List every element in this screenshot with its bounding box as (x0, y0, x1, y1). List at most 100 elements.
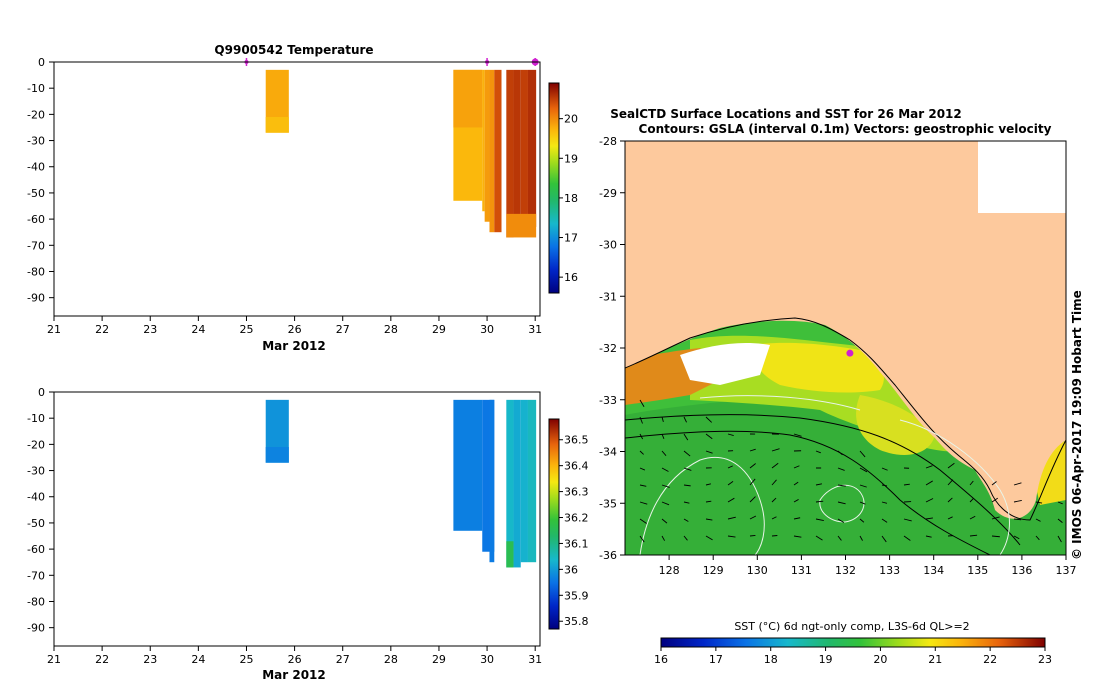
velocity-vector (925, 465, 933, 469)
salinity-y-axis: 0 -10 -20 -30 -40 -50 -60 -70 -80 -90 (27, 386, 54, 635)
velocity-vector (749, 534, 756, 537)
velocity-vector (661, 433, 665, 439)
velocity-vector (837, 484, 846, 487)
colorbar-tick-label: 16 (564, 271, 578, 284)
velocity-vector (947, 497, 953, 503)
velocity-vector (793, 517, 801, 520)
profile-cell (520, 69, 528, 233)
velocity-vector (815, 450, 821, 454)
salinity-colorbar-ticks: 35.8 35.9 36 36.1 36.2 36.3 36.4 36.5 (559, 434, 589, 628)
cloud-mask (680, 343, 770, 385)
lon-tick-label: 137 (1056, 564, 1077, 577)
velocity-vector (969, 480, 974, 486)
x-tick-label: 27 (336, 653, 350, 666)
temperature-plot-frame (53, 61, 541, 317)
velocity-vector (639, 467, 646, 471)
salinity-cells (265, 399, 537, 568)
gsla-contour (625, 430, 991, 555)
velocity-vector (749, 515, 757, 520)
velocity-vector (991, 535, 1000, 538)
land-no-data-region (978, 141, 1066, 213)
velocity-vector (771, 497, 777, 503)
velocity-vector (837, 535, 842, 541)
y-tick-label: -20 (27, 438, 45, 451)
velocity-vector (1013, 482, 1022, 486)
velocity-vector (1057, 501, 1063, 505)
x-tick-label: 22 (95, 323, 109, 336)
sst-colorbar-tick-label: 18 (764, 653, 778, 666)
velocity-vector (727, 465, 733, 469)
velocity-vector (837, 518, 845, 523)
x-tick-label: 24 (191, 323, 205, 336)
velocity-vector (991, 516, 1000, 520)
x-tick-label: 30 (480, 323, 494, 336)
y-tick-label: -90 (27, 292, 45, 305)
velocity-vector (815, 535, 823, 541)
x-tick-label: 27 (336, 323, 350, 336)
profile-cell (494, 69, 502, 233)
velocity-vector (815, 483, 823, 486)
y-tick-label: -10 (27, 82, 45, 95)
velocity-vector (727, 433, 734, 436)
colorbar-tick-label: 19 (564, 152, 578, 165)
velocity-vector (639, 484, 647, 487)
map-latitude-axis: -28 -29 -30 -31 -32 -33 -34 -35 -36 (599, 135, 625, 562)
velocity-vector (793, 535, 802, 538)
y-tick-label: -90 (27, 622, 45, 635)
colorbar-tick-label: 36.2 (564, 512, 589, 525)
velocity-vector (683, 518, 689, 522)
colorbar-tick-label: 36.4 (564, 460, 589, 473)
y-tick-label: -50 (27, 517, 45, 530)
x-tick-label: 23 (143, 323, 157, 336)
velocity-vector (661, 484, 670, 488)
gsla-contour (625, 414, 1021, 546)
x-tick-label: 25 (239, 653, 253, 666)
x-tick-label: 31 (528, 653, 542, 666)
velocity-vector (881, 518, 888, 523)
lon-tick-label: 135 (967, 564, 988, 577)
x-tick-label: 28 (384, 323, 398, 336)
temperature-xlabel: Mar 2012 (262, 339, 326, 353)
velocity-vector (859, 450, 866, 458)
x-tick-label: 30 (480, 653, 494, 666)
x-tick-label: 28 (384, 653, 398, 666)
map-subtitle: Contours: GSLA (interval 0.1m) Vectors: … (639, 122, 1052, 136)
velocity-vector (683, 450, 691, 457)
temperature-colorbar-ticks: 16 17 18 19 20 (559, 113, 578, 284)
colorbar-tick-label: 36.1 (564, 537, 589, 550)
temperature-title: Q9900542 Temperature (214, 43, 373, 57)
y-tick-label: -10 (27, 412, 45, 425)
lon-tick-label: 132 (835, 564, 856, 577)
sst-colorbar-tick-label: 17 (709, 653, 723, 666)
velocity-vector (837, 501, 846, 505)
velocity-vector (793, 481, 799, 486)
profile-cell (527, 69, 537, 227)
velocity-vector (793, 499, 799, 503)
x-tick-label: 26 (288, 653, 302, 666)
lat-tick-label: -34 (599, 446, 617, 459)
temperature-panel: Q9900542 Temperature 21 22 23 24 25 26 27 28 29 3… (27, 43, 578, 353)
velocity-vector (859, 518, 865, 523)
profile-cell (513, 399, 521, 568)
velocity-vector (639, 399, 645, 407)
velocity-vector (1057, 518, 1063, 523)
velocity-vector (749, 478, 756, 486)
velocity-vector (1035, 501, 1043, 504)
lon-tick-label: 130 (747, 564, 768, 577)
lon-tick-label: 133 (879, 564, 900, 577)
y-tick-label: -60 (27, 213, 45, 226)
y-tick-label: 0 (38, 56, 45, 69)
velocity-vector (661, 416, 664, 423)
x-tick-label: 26 (288, 323, 302, 336)
lon-tick-label: 129 (703, 564, 724, 577)
profile-cell (484, 69, 490, 222)
lat-tick-label: -35 (599, 497, 617, 510)
velocity-vector (749, 496, 756, 503)
profile-cell (482, 69, 485, 212)
profile-cell (520, 399, 528, 563)
velocity-vector (661, 518, 668, 524)
sst-colorbar-label: SST (°C) 6d ngt-only comp, L3S-6d QL>=2 (734, 620, 969, 633)
velocity-vector (661, 501, 670, 506)
velocity-vector (859, 467, 868, 473)
velocity-vector (903, 483, 910, 486)
